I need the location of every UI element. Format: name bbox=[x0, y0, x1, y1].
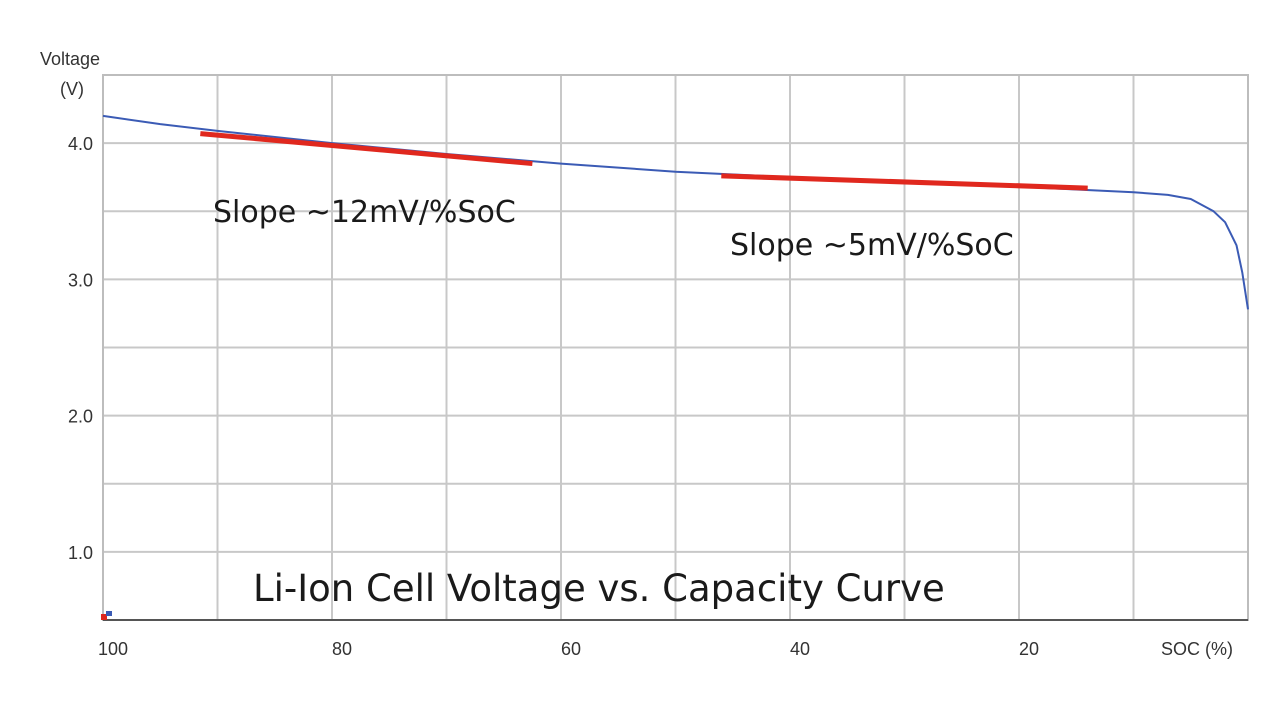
y-tick-labels: 4.0 3.0 2.0 1.0 bbox=[68, 134, 93, 563]
chart-title: Li-Ion Cell Voltage vs. Capacity Curve bbox=[253, 567, 945, 610]
x-tick-label: 20 bbox=[1019, 639, 1039, 659]
x-tick-label: 100 bbox=[98, 639, 128, 659]
y-tick-label: 3.0 bbox=[68, 270, 93, 290]
annotation-slope-5: Slope ~5mV/%SoC bbox=[730, 228, 1014, 263]
x-tick-label: SOC (%) bbox=[1161, 639, 1233, 659]
x-tick-label: 80 bbox=[332, 639, 352, 659]
fit-line-slope-12 bbox=[200, 131, 533, 167]
grid bbox=[103, 75, 1248, 620]
fit-line-slope-5 bbox=[721, 173, 1088, 191]
x-tick-label: 40 bbox=[790, 639, 810, 659]
y-tick-label: 4.0 bbox=[68, 134, 93, 154]
fit-lines bbox=[200, 131, 1088, 191]
y-tick-label: 1.0 bbox=[68, 543, 93, 563]
y-axis-label: Voltage bbox=[40, 49, 100, 69]
corner-marker-red bbox=[101, 614, 107, 620]
x-tick-label: 60 bbox=[561, 639, 581, 659]
corner-marker-blue bbox=[106, 611, 112, 616]
annotation-slope-12: Slope ~12mV/%SoC bbox=[213, 195, 516, 230]
y-tick-label: 2.0 bbox=[68, 407, 93, 427]
y-axis-unit: (V) bbox=[60, 79, 84, 99]
x-tick-labels: 100 80 60 40 20 SOC (%) bbox=[98, 639, 1233, 659]
